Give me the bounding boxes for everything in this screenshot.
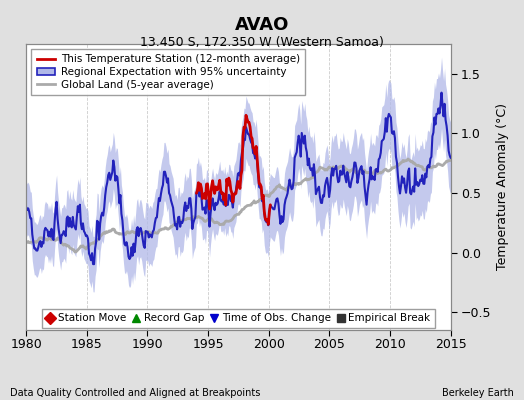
Text: AVAO: AVAO [235,16,289,34]
Legend: Station Move, Record Gap, Time of Obs. Change, Empirical Break: Station Move, Record Gap, Time of Obs. C… [42,309,435,328]
Text: Data Quality Controlled and Aligned at Breakpoints: Data Quality Controlled and Aligned at B… [10,388,261,398]
Text: Berkeley Earth: Berkeley Earth [442,388,514,398]
Y-axis label: Temperature Anomaly (°C): Temperature Anomaly (°C) [496,104,509,270]
Text: 13.450 S, 172.350 W (Western Samoa): 13.450 S, 172.350 W (Western Samoa) [140,36,384,49]
